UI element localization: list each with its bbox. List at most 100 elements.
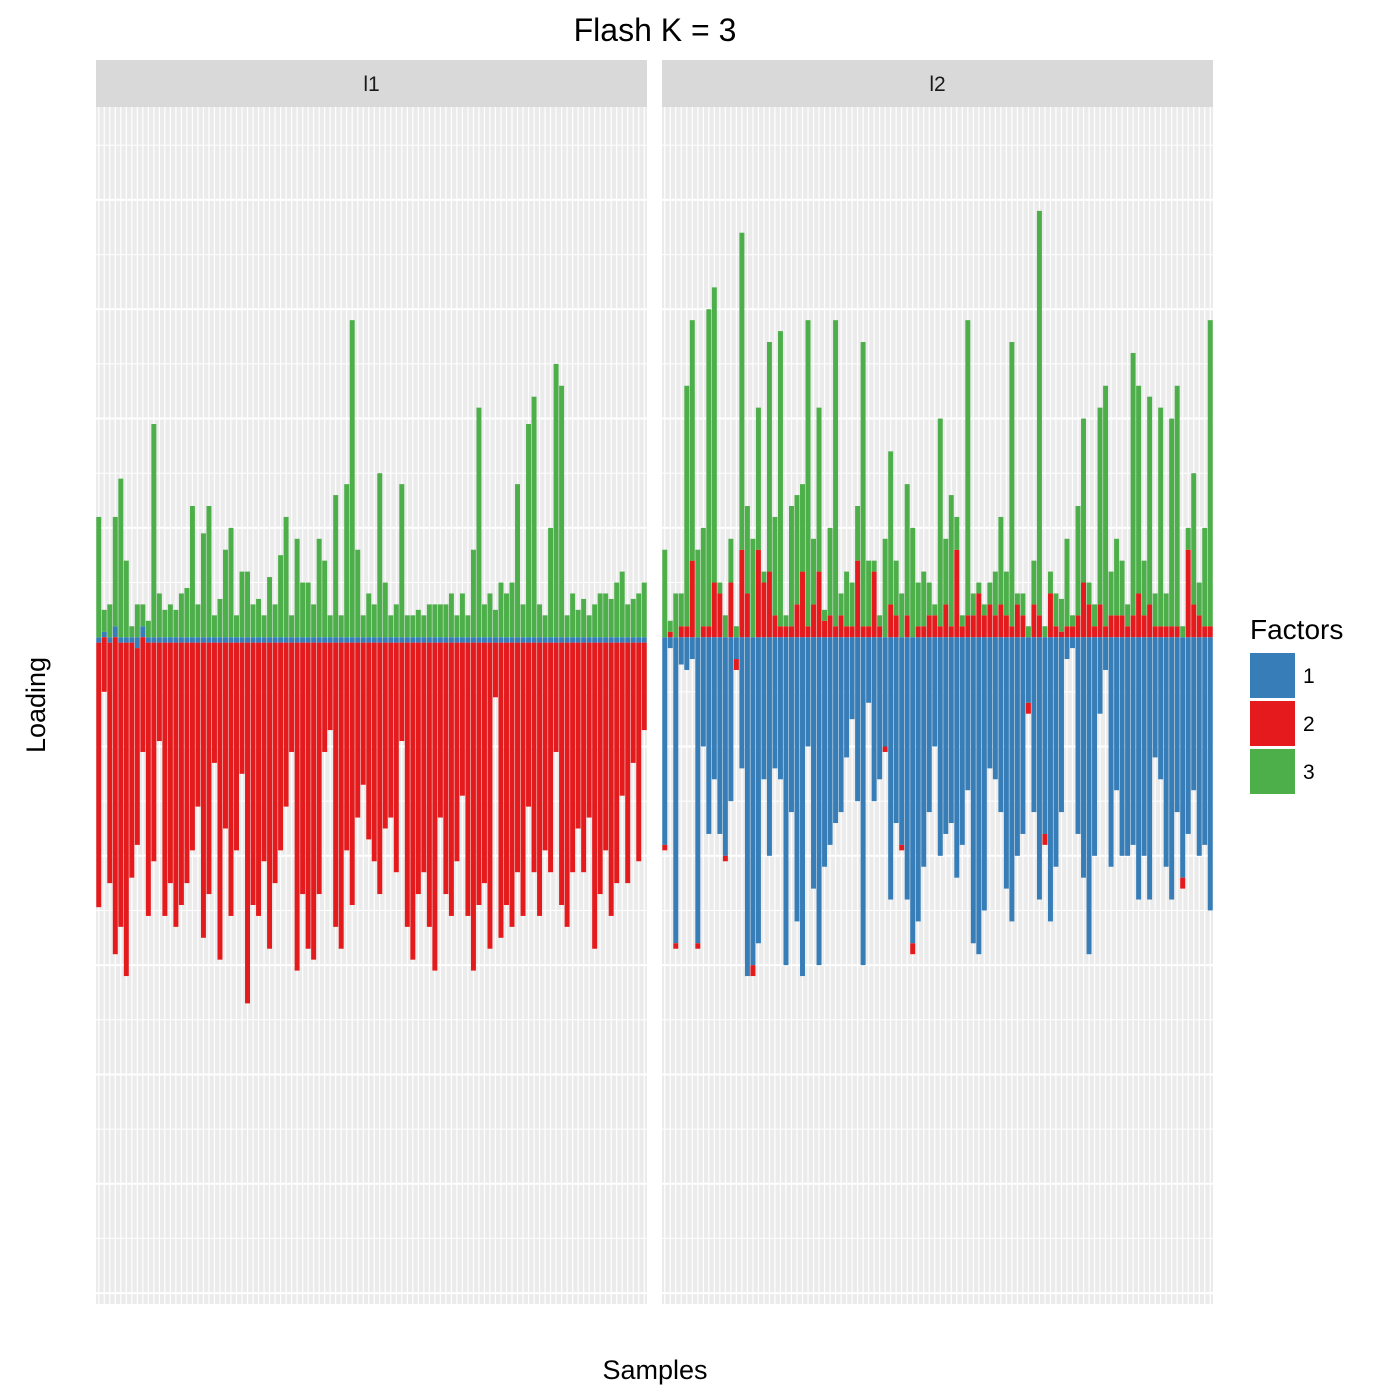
panel-background: [96, 107, 647, 1304]
bar-l2-sample-51-factor-3: [937, 418, 943, 627]
bar-l2-sample-57-factor-3: [970, 593, 976, 616]
bar-l2-sample-48-factor-3: [921, 571, 927, 627]
bar-l1-sample-51-factor-1: [371, 637, 377, 643]
bar-l1-sample-80-factor-1: [531, 637, 537, 643]
bar-l2-sample-84-factor-2: [1119, 615, 1125, 638]
bar-l2-sample-50-factor-2: [932, 615, 938, 638]
bar-l1-sample-22-factor-1: [211, 637, 217, 643]
bar-l1-sample-28-factor-1: [245, 637, 251, 643]
bar-l1-sample-15-factor-2: [173, 642, 179, 927]
bar-l2-sample-64-factor-2: [1009, 626, 1015, 638]
bar-l2-sample-83-factor-1: [1114, 637, 1120, 791]
bar-l1-sample-78-factor-1: [520, 637, 526, 643]
bar-l2-sample-94-factor-2: [1174, 626, 1180, 638]
bar-l1-sample-84-factor-1: [553, 637, 559, 643]
bar-l2-sample-73-factor-2: [1058, 631, 1064, 638]
x-axis-title: Samples: [602, 1355, 707, 1385]
bar-l2-sample-78-factor-1: [1086, 637, 1092, 955]
bar-l2-sample-22-factor-1: [777, 637, 783, 780]
bar-l2-sample-36-factor-3: [855, 506, 861, 561]
bar-l1-sample-86-factor-2: [564, 642, 570, 927]
bar-l2-sample-83-factor-3: [1114, 538, 1120, 616]
bar-l2-sample-14-factor-2: [733, 659, 739, 670]
bar-l2-sample-15-factor-1: [739, 637, 745, 769]
bar-l2-sample-82-factor-2: [1108, 615, 1114, 638]
bar-l2-sample-30-factor-1: [822, 637, 828, 867]
bar-l2-sample-39-factor-2: [871, 571, 877, 638]
bar-l1-sample-58-factor-2: [410, 642, 416, 960]
bar-l1-sample-12-factor-3: [156, 593, 162, 638]
bar-l1-sample-35-factor-1: [283, 637, 289, 643]
bar-l1-sample-83-factor-2: [548, 642, 554, 873]
bar-l1-sample-64-factor-1: [443, 637, 449, 643]
bar-l2-sample-48-factor-2: [921, 626, 927, 638]
bar-l2-sample-38-factor-1: [866, 637, 872, 703]
bar-l2-sample-45-factor-1: [904, 637, 910, 900]
bar-l1-sample-20-factor-1: [200, 637, 206, 643]
bar-l2-sample-70-factor-2: [1042, 833, 1048, 845]
bar-l2-sample-44-factor-3: [899, 593, 905, 638]
bar-l1-sample-67-factor-3: [459, 593, 465, 638]
bar-l2-sample-24-factor-2: [789, 626, 794, 638]
bar-l1-sample-86-factor-1: [564, 637, 570, 643]
bar-l2-sample-81-factor-1: [1103, 637, 1109, 670]
y-axis-title: Loading: [21, 657, 51, 753]
bar-l1-sample-39-factor-2: [305, 642, 311, 949]
bar-l1-sample-51-factor-3: [371, 604, 377, 638]
bar-l2-sample-53-factor-3: [948, 495, 954, 627]
bar-l1-sample-34-factor-2: [278, 642, 284, 851]
bar-l1-sample-9-factor-3: [140, 604, 146, 627]
bar-l1-sample-69-factor-1: [470, 637, 476, 643]
bar-l1-sample-69-factor-2: [470, 642, 476, 971]
bar-l1-sample-61-factor-1: [426, 637, 432, 643]
bar-l1-sample-68-factor-1: [465, 637, 471, 643]
bar-l1-sample-29-factor-3: [250, 604, 256, 638]
bar-l2-sample-64-factor-1: [1009, 637, 1015, 922]
bar-l1-sample-10-factor-1: [145, 637, 151, 643]
bar-l1-sample-97-factor-1: [625, 637, 631, 643]
bar-l1-sample-19-factor-1: [195, 637, 201, 643]
bar-l2-sample-38-factor-3: [866, 560, 872, 627]
bar-l2-sample-49-factor-1: [926, 637, 932, 813]
bar-l2-sample-30-factor-3: [822, 609, 828, 621]
bar-l1-sample-38-factor-3: [300, 582, 306, 638]
bar-l2-sample-87-factor-2: [1136, 593, 1142, 638]
bar-l1-sample-16-factor-3: [178, 593, 184, 638]
bar-l2-sample-33-factor-1: [838, 637, 844, 813]
bar-l1-sample-4-factor-3: [112, 516, 118, 627]
bar-l1-sample-87-factor-1: [570, 637, 576, 643]
bar-l1-sample-75-factor-1: [504, 637, 509, 643]
bar-l2-sample-1-factor-3: [662, 549, 668, 638]
bar-l2-sample-29-factor-2: [816, 571, 822, 638]
bar-l1-sample-42-factor-3: [322, 560, 328, 638]
bar-l1-sample-57-factor-1: [404, 637, 410, 643]
bar-l2-sample-4-factor-3: [678, 593, 684, 627]
bar-l2-sample-92-factor-1: [1163, 637, 1169, 867]
bar-l2-sample-71-factor-3: [1047, 571, 1053, 594]
bar-l2-sample-72-factor-1: [1053, 637, 1059, 867]
bar-l1-sample-78-factor-2: [520, 642, 526, 916]
bar-l1-sample-52-factor-2: [377, 642, 383, 895]
bar-l1-sample-95-factor-3: [614, 582, 620, 638]
bar-l2-sample-76-factor-1: [1075, 637, 1081, 834]
bar-l2-sample-8-factor-3: [700, 527, 706, 627]
bar-l2-sample-69-factor-3: [1036, 210, 1042, 616]
bar-l2-sample-56-factor-2: [965, 615, 971, 638]
bar-l1-sample-72-factor-3: [487, 593, 493, 638]
bar-l1-sample-60-factor-3: [421, 615, 427, 638]
bar-l2-sample-21-factor-2: [772, 615, 778, 638]
bar-l2-sample-31-factor-2: [827, 615, 833, 638]
bar-l1-sample-28-factor-2: [245, 642, 251, 1004]
bar-l1-sample-93-factor-1: [603, 637, 609, 643]
bar-l2-sample-35-factor-2: [849, 626, 855, 638]
bar-l2-sample-65-factor-1: [1014, 637, 1020, 856]
bar-l1-sample-48-factor-1: [355, 637, 361, 643]
bar-l2-sample-57-factor-1: [970, 637, 976, 944]
bar-l1-sample-89-factor-1: [581, 637, 587, 643]
bar-l2-sample-12-factor-3: [722, 615, 728, 638]
bar-l2-sample-62-factor-1: [998, 637, 1004, 813]
bar-l2-sample-53-factor-1: [948, 637, 954, 824]
bar-l2-sample-100-factor-1: [1207, 637, 1213, 911]
bar-l2-sample-65-factor-2: [1014, 604, 1020, 638]
bar-l1-sample-72-factor-1: [487, 637, 493, 643]
